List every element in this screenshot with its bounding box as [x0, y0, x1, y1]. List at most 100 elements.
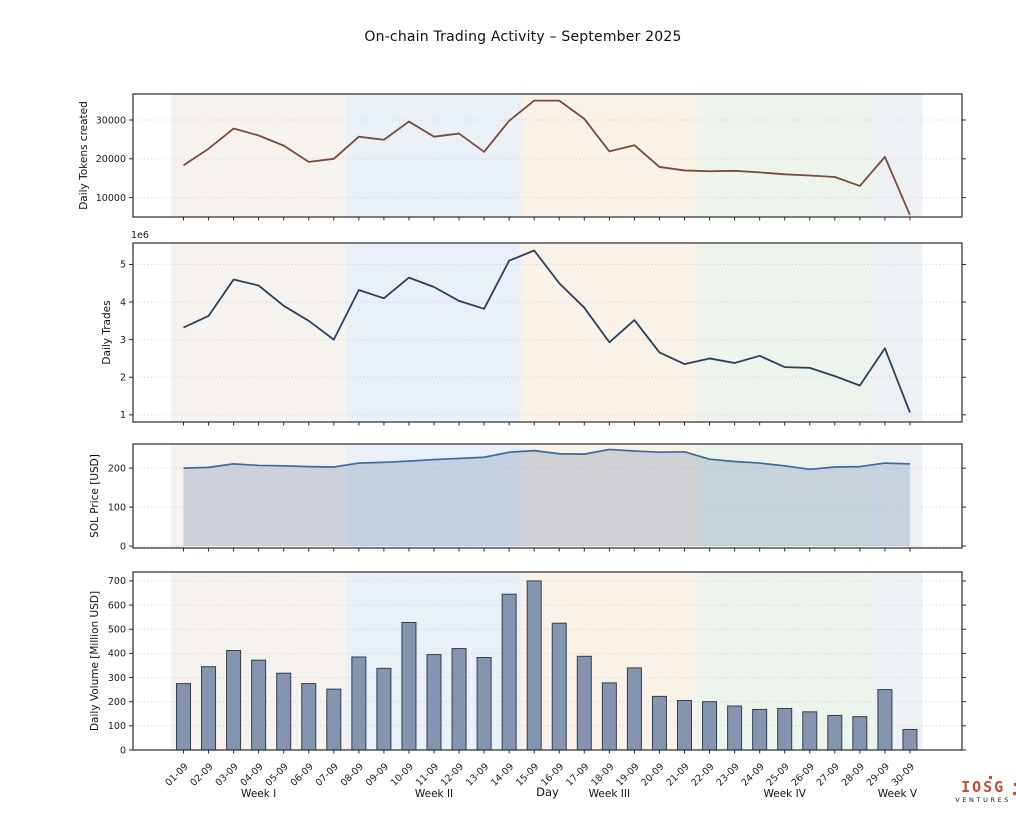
week-band: [346, 243, 522, 422]
y-tick-label: 100: [108, 721, 126, 732]
volume-bar: [176, 683, 191, 751]
sol-price-subplot: 0 100 200 SOL Price [USD]: [89, 443, 966, 552]
x-tick-label: 18-09: [589, 761, 616, 788]
iosg-logo-text: IOSG: [955, 776, 1016, 796]
y-tick-label: 1: [120, 410, 126, 421]
x-tick-label: 24-09: [739, 761, 766, 788]
y-tick-label: 300: [108, 673, 126, 684]
daily-tokens-created-subplot: 10000 20000 30000 Daily Tokens created: [78, 93, 966, 221]
week-band: [170, 444, 347, 548]
logo-pixel-decoration: [989, 776, 993, 779]
axis-offset-label: 1e6: [131, 230, 149, 241]
volume-bar: [651, 695, 667, 751]
x-tick-label: 05-09: [264, 761, 291, 788]
volume-bar: [802, 711, 818, 751]
x-tick-label: 22-09: [689, 761, 716, 788]
week-band: [872, 243, 923, 422]
x-tick-label: 28-09: [840, 761, 867, 788]
volume-bar: [852, 716, 868, 751]
y-tick-label: 5: [120, 260, 126, 271]
y-tick-label: 4: [120, 297, 126, 308]
x-tick-label: 17-09: [564, 761, 591, 788]
y-tick-label: 30000: [96, 115, 126, 126]
volume-bar: [326, 688, 342, 751]
week-label: Week III: [589, 788, 630, 800]
x-tick-label: 14-09: [489, 761, 516, 788]
y-axis-label: Daily Tokens created: [78, 101, 90, 210]
volume-bar: [626, 667, 642, 751]
y-tick-label: 700: [108, 576, 126, 587]
week-band: [346, 444, 522, 548]
x-tick-label: 20-09: [639, 761, 666, 788]
daily-trades-subplot: 1 2 3 4 5 Daily Trades 1e6: [101, 230, 966, 426]
volume-bar: [526, 580, 542, 751]
week-band: [346, 94, 522, 217]
x-tick-label: 29-09: [865, 761, 892, 788]
volume-bar: [276, 672, 292, 751]
volume-bar: [827, 714, 843, 751]
volume-bar: [451, 648, 467, 751]
y-tick-label: 0: [120, 745, 126, 756]
volume-bar: [251, 659, 267, 751]
x-tick-label: 07-09: [314, 761, 341, 788]
volume-bar: [777, 707, 793, 751]
volume-bar: [877, 689, 893, 751]
y-tick-label: 3: [120, 335, 126, 346]
x-tick-label: 26-09: [790, 761, 817, 788]
y-tick-label: 400: [108, 649, 126, 660]
y-tick-label: 10000: [96, 193, 126, 204]
volume-bar: [301, 683, 317, 751]
x-tick-label: 23-09: [714, 761, 741, 788]
week-label: Week II: [415, 788, 453, 800]
x-tick-label: 12-09: [439, 761, 466, 788]
plot-border: [132, 93, 963, 218]
volume-bar: [752, 708, 768, 751]
y-tick-label: 200: [108, 463, 126, 474]
x-axis-label: Day: [536, 785, 559, 799]
plot-border: [132, 571, 963, 751]
x-tick-label: 10-09: [389, 761, 416, 788]
volume-bar: [702, 701, 718, 751]
y-tick-label: 600: [108, 600, 126, 611]
logo-pixel-decoration: [1013, 792, 1016, 795]
volume-bar: [902, 728, 918, 751]
volume-bar: [576, 655, 592, 751]
volume-bar: [677, 699, 692, 751]
x-tick-label: 25-09: [765, 761, 792, 788]
volume-bar: [401, 621, 417, 751]
x-tick-label: 03-09: [213, 761, 240, 788]
week-band: [872, 94, 923, 217]
week-label: Week V: [878, 788, 918, 800]
daily-tokens-created-line: [183, 99, 911, 216]
week-band: [521, 444, 698, 548]
x-tick-label: 30-09: [890, 761, 917, 788]
x-tick-label: 11-09: [414, 761, 441, 788]
y-tick-label: 2: [120, 373, 126, 384]
week-label: Week IV: [764, 788, 807, 800]
chart-title: On-chain Trading Activity – September 20…: [364, 29, 682, 45]
logo-pixel-decoration: [1014, 783, 1016, 786]
volume-bar: [351, 656, 367, 751]
y-tick-label: 20000: [96, 154, 126, 165]
volume-bar: [226, 649, 242, 751]
volume-bar: [551, 622, 567, 751]
x-tick-label: 21-09: [664, 761, 691, 788]
iosg-logo: IOSG VENTURES: [955, 776, 1016, 804]
x-tick-label: 19-09: [614, 761, 641, 788]
sol-price-area: [183, 449, 910, 547]
y-axis-label: Daily Volume [Million USD]: [89, 591, 101, 731]
plot-border: [132, 443, 963, 549]
week-band: [872, 444, 923, 548]
x-tick-label: 13-09: [464, 761, 491, 788]
logo-name: IOSG: [961, 778, 1006, 796]
x-tick-label: 04-09: [238, 761, 265, 788]
x-tick-label: 27-09: [815, 761, 842, 788]
iosg-logo-subtext: VENTURES: [955, 796, 1011, 804]
y-axis-label: SOL Price [USD]: [89, 454, 101, 538]
x-tick-label: 01-09: [163, 761, 190, 788]
daily-trades-line: [183, 249, 911, 413]
y-tick-label: 500: [108, 625, 126, 636]
x-tick-label: 02-09: [188, 761, 215, 788]
